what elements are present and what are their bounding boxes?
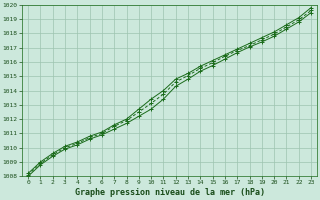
X-axis label: Graphe pression niveau de la mer (hPa): Graphe pression niveau de la mer (hPa) [75, 188, 265, 197]
